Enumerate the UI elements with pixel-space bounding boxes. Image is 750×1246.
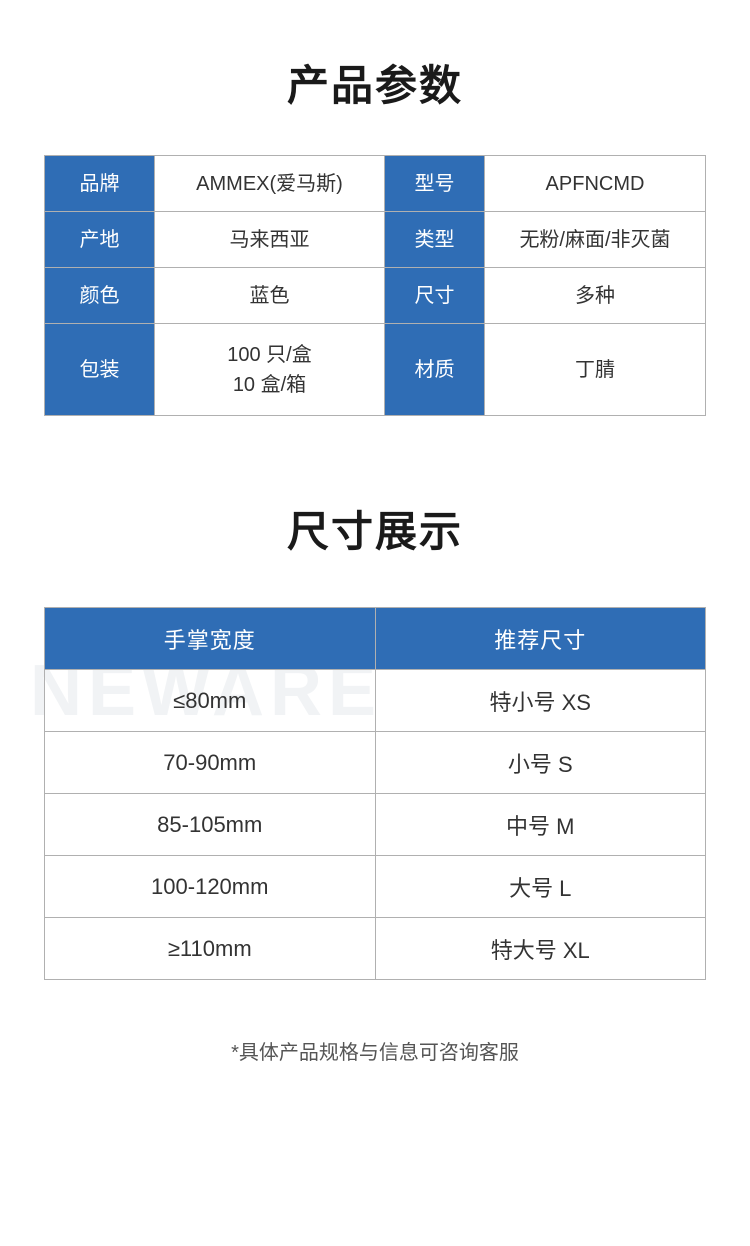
table-row: ≤80mm 特小号 XS bbox=[45, 670, 706, 732]
spec-value-line: 10 盒/箱 bbox=[157, 370, 382, 400]
size-width: ≥110mm bbox=[45, 918, 376, 980]
table-row: 颜色 蓝色 尺寸 多种 bbox=[45, 268, 706, 324]
page-container: 产品参数 品牌 AMMEX(爱马斯) 型号 APFNCMD 产地 马来西亚 类型… bbox=[0, 52, 750, 1065]
spec-label: 类型 bbox=[385, 212, 485, 268]
table-row: ≥110mm 特大号 XL bbox=[45, 918, 706, 980]
spec-value: 100 只/盒 10 盒/箱 bbox=[155, 324, 385, 416]
spec-value: 多种 bbox=[485, 268, 706, 324]
section-title-spec: 产品参数 bbox=[44, 52, 706, 113]
spec-table: 品牌 AMMEX(爱马斯) 型号 APFNCMD 产地 马来西亚 类型 无粉/麻… bbox=[44, 155, 706, 416]
size-width: 70-90mm bbox=[45, 732, 376, 794]
size-header-size: 推荐尺寸 bbox=[375, 608, 706, 670]
size-header-width: 手掌宽度 bbox=[45, 608, 376, 670]
size-name: 特大号 XL bbox=[375, 918, 706, 980]
size-name: 大号 L bbox=[375, 856, 706, 918]
spec-value: AMMEX(爱马斯) bbox=[155, 156, 385, 212]
table-row: 100-120mm 大号 L bbox=[45, 856, 706, 918]
spec-label: 颜色 bbox=[45, 268, 155, 324]
size-name: 特小号 XS bbox=[375, 670, 706, 732]
spec-label: 产地 bbox=[45, 212, 155, 268]
spec-value: 无粉/麻面/非灭菌 bbox=[485, 212, 706, 268]
size-width: 85-105mm bbox=[45, 794, 376, 856]
spec-label: 材质 bbox=[385, 324, 485, 416]
table-header-row: 手掌宽度 推荐尺寸 bbox=[45, 608, 706, 670]
spec-value: 蓝色 bbox=[155, 268, 385, 324]
size-name: 小号 S bbox=[375, 732, 706, 794]
size-width: 100-120mm bbox=[45, 856, 376, 918]
spec-value: 丁腈 bbox=[485, 324, 706, 416]
spec-value: APFNCMD bbox=[485, 156, 706, 212]
spec-label: 尺寸 bbox=[385, 268, 485, 324]
spec-value-line: 100 只/盒 bbox=[157, 340, 382, 370]
spec-value: 马来西亚 bbox=[155, 212, 385, 268]
table-row: 产地 马来西亚 类型 无粉/麻面/非灭菌 bbox=[45, 212, 706, 268]
size-width: ≤80mm bbox=[45, 670, 376, 732]
table-row: 70-90mm 小号 S bbox=[45, 732, 706, 794]
table-row: 品牌 AMMEX(爱马斯) 型号 APFNCMD bbox=[45, 156, 706, 212]
table-row: 包装 100 只/盒 10 盒/箱 材质 丁腈 bbox=[45, 324, 706, 416]
section-title-size: 尺寸展示 bbox=[44, 498, 706, 559]
footnote-text: *具体产品规格与信息可咨询客服 bbox=[44, 1036, 706, 1065]
spec-label: 包装 bbox=[45, 324, 155, 416]
spec-label: 品牌 bbox=[45, 156, 155, 212]
spec-label: 型号 bbox=[385, 156, 485, 212]
size-table: 手掌宽度 推荐尺寸 ≤80mm 特小号 XS 70-90mm 小号 S 85-1… bbox=[44, 607, 706, 980]
table-row: 85-105mm 中号 M bbox=[45, 794, 706, 856]
size-name: 中号 M bbox=[375, 794, 706, 856]
